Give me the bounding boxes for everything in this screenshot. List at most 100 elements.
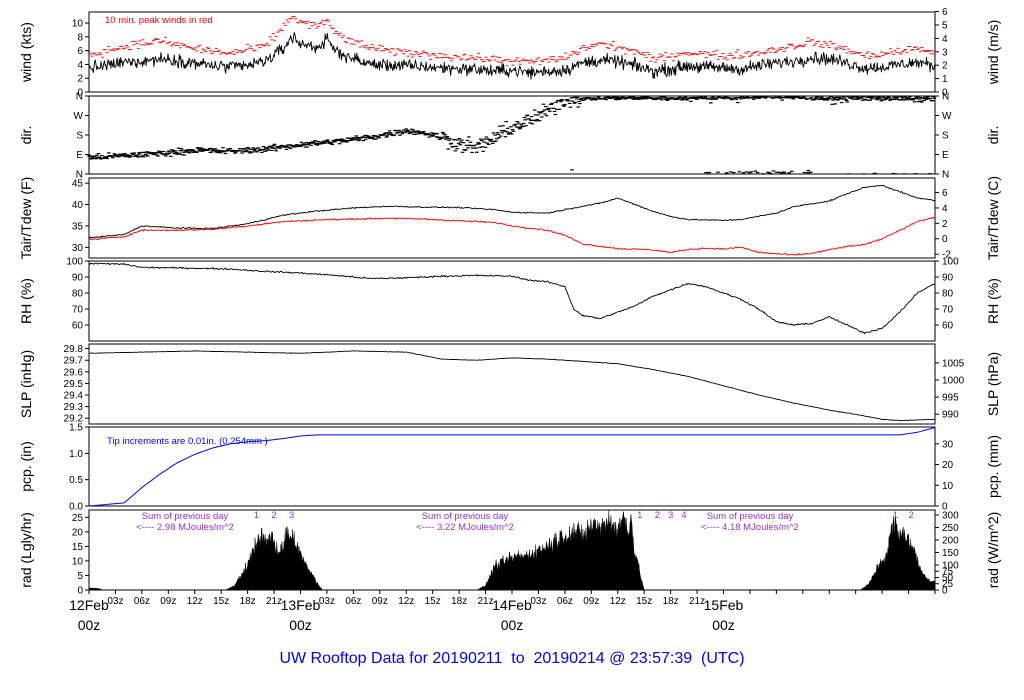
temp-left-axis-title: Tair/Tdew (F) bbox=[18, 177, 34, 259]
rh-left-tick-label: 100 bbox=[66, 257, 83, 268]
wind-left-tick-label: 10 bbox=[72, 19, 84, 30]
rad-hour-marker: 3 bbox=[289, 510, 294, 521]
rad-hour-marker: 2 bbox=[909, 510, 914, 521]
rad-right-tick-label: 200 bbox=[942, 535, 959, 546]
time-tick-label: 15z bbox=[213, 596, 229, 607]
dir-right-tick-label: W bbox=[942, 111, 952, 122]
dir-right-axis-title: dir. bbox=[985, 126, 1001, 145]
rad-right-tick-label: 50 bbox=[942, 573, 954, 584]
time-tick-label: 06z bbox=[345, 596, 361, 607]
slp-right-tick-label: 990 bbox=[942, 410, 959, 421]
temp-right-tick-label: 6 bbox=[942, 188, 948, 199]
wind-peak-series bbox=[87, 15, 936, 67]
slp-left-tick-label: 29.5 bbox=[64, 379, 84, 390]
time-tick-label: 21z bbox=[478, 596, 494, 607]
slp-right-tick-label: 1005 bbox=[942, 358, 965, 369]
pcp-left-tick-label: 1.5 bbox=[69, 423, 83, 434]
chart-footer-title: UW Rooftop Data for 20190211 to 20190214… bbox=[279, 650, 745, 667]
rad-day-sum-title: Sum of previous day bbox=[422, 511, 509, 522]
wind-peak-annotation: 10 min. peak winds in red bbox=[105, 15, 213, 26]
wind-speed-series-line bbox=[88, 32, 936, 80]
slp-right-tick-label: 995 bbox=[942, 393, 959, 404]
slp-left-tick-label: 29.4 bbox=[64, 391, 84, 402]
date-hour-label: 00z bbox=[289, 617, 312, 633]
rad-right-axis-title: rad (W/m^2) bbox=[985, 512, 1001, 589]
time-tick-label: 21z bbox=[266, 596, 282, 607]
slp-left-tick-label: 29.8 bbox=[64, 344, 84, 355]
rh-right-tick-label: 70 bbox=[942, 305, 954, 316]
rad-hour-marker: 2 bbox=[271, 510, 276, 521]
date-label: 12Feb bbox=[69, 597, 109, 613]
slp-plot-frame bbox=[88, 343, 936, 425]
rad-hour-marker: 3 bbox=[668, 510, 673, 521]
rad-left-tick-label: 5 bbox=[77, 571, 83, 582]
rad-day-sum-value: <---- 2.98 MJoules/m^2 bbox=[136, 522, 234, 533]
rh-right-tick-label: 60 bbox=[942, 321, 954, 332]
slp-series-line bbox=[89, 350, 936, 422]
wind-right-tick-label: 6 bbox=[942, 7, 948, 18]
time-tick-label: 06z bbox=[134, 596, 150, 607]
temp-right-tick-label: 2 bbox=[942, 219, 948, 230]
time-tick-label: 15z bbox=[636, 596, 652, 607]
wind-right-tick-label: 2 bbox=[942, 61, 948, 72]
slp-left-axis-title: SLP (inHg) bbox=[18, 350, 34, 418]
time-tick-label: 03z bbox=[319, 596, 335, 607]
rad-left-tick-label: 15 bbox=[72, 542, 84, 553]
temp-left-tick-label: 30 bbox=[72, 243, 84, 254]
wind-right-tick-label: 0 bbox=[942, 88, 948, 99]
rad-right-tick-label: 250 bbox=[942, 523, 959, 534]
temp-left-tick-label: 35 bbox=[72, 221, 84, 232]
slp-left-tick-label: 29.7 bbox=[64, 356, 84, 367]
rad-right-tick-label: 300 bbox=[942, 510, 959, 521]
pcp-left-tick-label: 0.0 bbox=[69, 502, 83, 513]
time-tick-label: 03z bbox=[530, 596, 546, 607]
rad-left-tick-label: 20 bbox=[72, 527, 84, 538]
rh-left-tick-label: 60 bbox=[72, 321, 84, 332]
dir-right-tick-label: S bbox=[942, 131, 949, 142]
date-hour-label: 00z bbox=[78, 617, 101, 633]
time-tick-label: 18z bbox=[451, 596, 467, 607]
wind-left-tick-label: 6 bbox=[77, 46, 83, 57]
rad-day-sum-value: <---- 3.22 MJoules/m^2 bbox=[416, 522, 514, 533]
time-tick-label: 09z bbox=[160, 596, 176, 607]
rh-plot-frame bbox=[88, 260, 936, 342]
time-tick-label: 03z bbox=[107, 596, 123, 607]
time-tick-label: 06z bbox=[557, 596, 573, 607]
rad-right-tick-label: 100 bbox=[942, 560, 959, 571]
temp-right-axis-title: Tair/Tdew (C) bbox=[985, 176, 1001, 260]
rh-series-line bbox=[88, 262, 936, 335]
wind-right-axis-title: wind (m/s) bbox=[985, 20, 1001, 86]
temp-plot-frame bbox=[88, 177, 936, 259]
temp-right-tick-label: -2 bbox=[942, 250, 951, 261]
slp-left-tick-label: 29.2 bbox=[64, 414, 84, 425]
temp-left-tick-label: 40 bbox=[72, 200, 84, 211]
time-tick-label: 12z bbox=[398, 596, 414, 607]
slp-right-axis-title: SLP (hPa) bbox=[985, 352, 1001, 416]
rad-left-tick-label: 25 bbox=[72, 513, 84, 524]
time-tick-label: 12z bbox=[610, 596, 626, 607]
slp-left-tick-label: 29.3 bbox=[64, 402, 84, 413]
wind-right-tick-label: 5 bbox=[942, 20, 948, 31]
time-tick-label: 09z bbox=[372, 596, 388, 607]
wind-left-tick-label: 4 bbox=[77, 60, 83, 71]
rh-left-tick-label: 70 bbox=[72, 305, 84, 316]
time-tick-label: 18z bbox=[240, 596, 256, 607]
dir-left-tick-label: S bbox=[76, 131, 83, 142]
rad-day-sum-title: Sum of previous day bbox=[142, 511, 229, 522]
pcp-left-tick-label: 1.0 bbox=[69, 449, 83, 460]
time-tick-label: 09z bbox=[583, 596, 599, 607]
wind-right-tick-label: 3 bbox=[942, 47, 948, 58]
dir-plot-frame bbox=[88, 95, 936, 175]
pcp-left-axis-title: pcp. (in) bbox=[18, 441, 34, 492]
rad-hour-marker: 1 bbox=[254, 510, 259, 521]
pcp-plot-frame bbox=[88, 426, 936, 507]
slp-right-tick-label: 1000 bbox=[942, 375, 965, 386]
pcp-tip-annotation: Tip increments are 0.01in. (0.254mm ) bbox=[107, 436, 268, 447]
rad-hour-marker: 2 bbox=[655, 510, 660, 521]
rad-right-tick-label: 75 bbox=[942, 567, 954, 578]
rad-day-sum-value: <---- 4.18 MJoules/m^2 bbox=[701, 522, 799, 533]
rh-right-tick-label: 90 bbox=[942, 273, 954, 284]
rh-left-axis-title: RH (%) bbox=[18, 278, 34, 324]
